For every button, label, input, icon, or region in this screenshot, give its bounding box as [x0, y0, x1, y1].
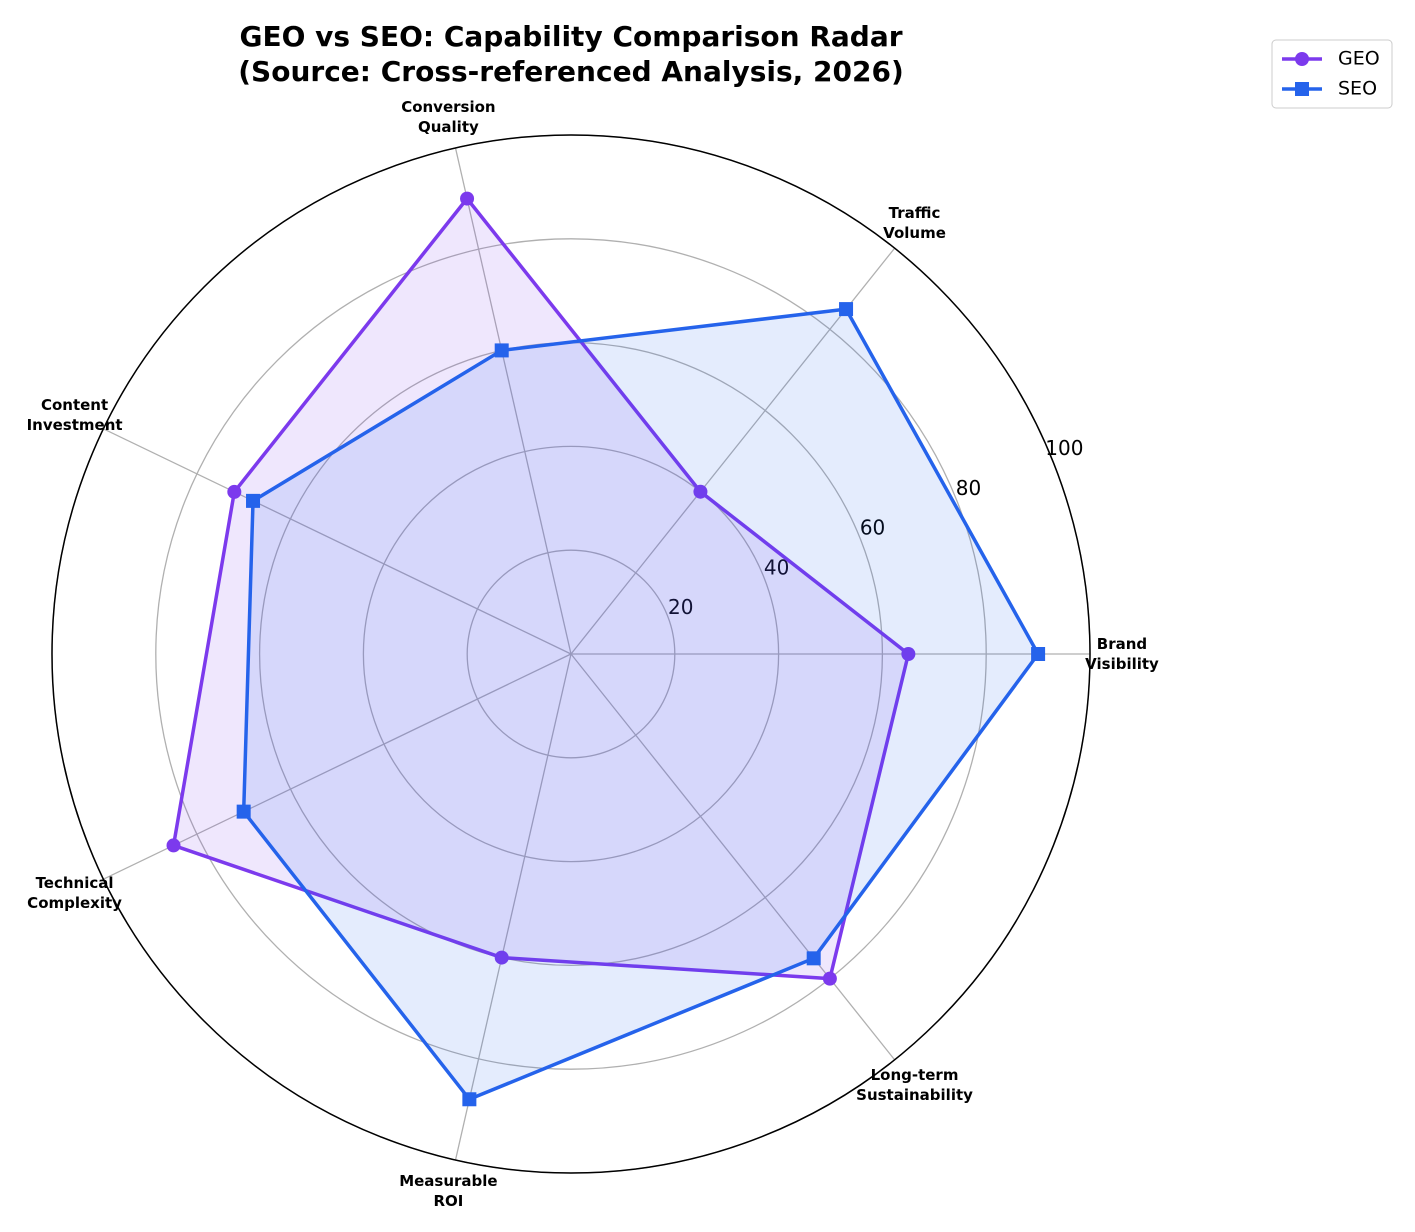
r-tick-label: 60 [860, 516, 885, 540]
marker [494, 343, 509, 358]
r-tick-label: 20 [668, 595, 693, 619]
category-label: Long-term Sustainability [856, 1065, 973, 1104]
spoke [570, 653, 896, 1061]
marker [901, 647, 916, 661]
legend-marker [1295, 82, 1309, 96]
marker [1031, 647, 1046, 661]
category-label: Conversion Quality [401, 97, 496, 136]
marker [166, 838, 181, 853]
marker [236, 804, 251, 819]
series-area [173, 198, 909, 979]
category-label: Brand Visibility [1085, 635, 1159, 673]
spoke [454, 147, 572, 655]
chart-title: GEO vs SEO: Capability Comparison Radar [239, 20, 902, 53]
marker [693, 484, 708, 499]
spoke [103, 653, 572, 880]
category-label: Traffic Volume [883, 204, 946, 243]
marker [227, 484, 242, 499]
polar-spine [51, 134, 1091, 1174]
spoke [103, 428, 572, 655]
marker [822, 971, 837, 986]
marker [462, 1092, 477, 1107]
legend-marker [1295, 52, 1309, 66]
category-label: Content Investment [26, 395, 123, 434]
category-label: Technical Complexity [27, 874, 122, 913]
chart-subtitle: (Source: Cross-referenced Analysis, 2026… [238, 55, 904, 88]
marker [246, 493, 261, 508]
legend-label: SEO [1338, 78, 1377, 100]
marker [460, 191, 475, 206]
marker [839, 302, 854, 317]
series-area [243, 309, 1039, 1100]
category-label: Measurable ROI [399, 1172, 498, 1211]
spoke [454, 653, 572, 1161]
r-tick-label: 100 [1045, 436, 1083, 460]
r-tick-label: 80 [956, 476, 981, 500]
legend-label: GEO [1338, 48, 1380, 70]
marker [494, 950, 509, 965]
series-line [241, 307, 1041, 1102]
marker [806, 951, 821, 966]
